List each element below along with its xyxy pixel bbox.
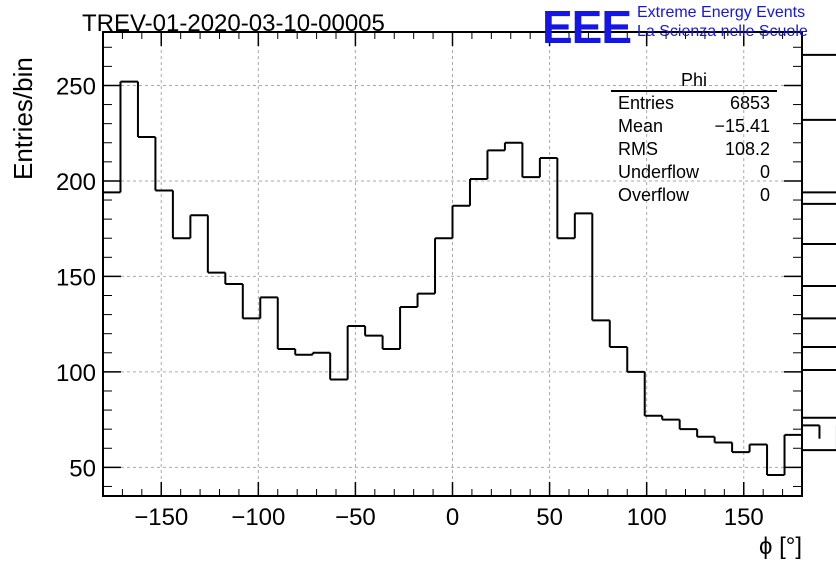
stats-label: RMS (618, 139, 658, 159)
logo-line-1: Extreme Energy Events (637, 4, 806, 21)
tick-labels: −150 −100 −50 0 50 100 150 50 100 150 200 250 (56, 73, 764, 531)
stats-value: 0 (759, 162, 770, 182)
axis-ticks (103, 32, 803, 496)
logo-caption: Extreme Energy Events La Scienza nelle S… (637, 3, 808, 41)
stats-value: 6853 (729, 93, 770, 113)
y-axis-label: Entries/bin (8, 57, 38, 180)
histogram-bars (103, 53, 836, 476)
stats-title: Phi (611, 70, 777, 92)
stats-value: 0 (759, 185, 770, 205)
y-tick-label: 100 (56, 360, 96, 387)
grid-lines (103, 32, 802, 496)
stats-label: Underflow (618, 162, 700, 182)
stats-label: Entries (618, 93, 675, 113)
x-tick-label: −50 (335, 504, 376, 531)
x-axis-label: ϕ [°] (758, 533, 802, 560)
stats-value: −15.41 (714, 116, 770, 136)
chart-title: TREV-01-2020-03-10-00005 (82, 10, 385, 37)
x-tick-label: −100 (231, 504, 285, 531)
y-tick-label: 50 (69, 455, 96, 482)
stats-row-overflow: Overflow 0 (611, 184, 777, 207)
eee-logo: EEE (542, 1, 632, 53)
stats-row-underflow: Underflow 0 (611, 161, 777, 184)
stats-label: Overflow (618, 185, 690, 205)
x-tick-label: 50 (536, 504, 563, 531)
stats-value: 108.2 (724, 139, 770, 159)
x-tick-label: −150 (134, 504, 188, 531)
logo-line-2: La Scienza nelle Scuole (637, 23, 808, 40)
y-tick-label: 150 (56, 264, 96, 291)
stats-box: Phi Entries 6853 Mean −15.41 RMS 108.2 U… (611, 70, 777, 207)
stats-row-rms: RMS 108.2 (611, 138, 777, 161)
stats-row-mean: Mean −15.41 (611, 115, 777, 138)
x-tick-label: 150 (724, 504, 764, 531)
stats-label: Mean (618, 116, 664, 136)
x-tick-label: 100 (627, 504, 667, 531)
y-tick-label: 250 (56, 73, 96, 100)
y-tick-label: 200 (56, 169, 96, 196)
x-tick-label: 0 (446, 504, 459, 531)
stats-row-entries: Entries 6853 (611, 92, 777, 115)
